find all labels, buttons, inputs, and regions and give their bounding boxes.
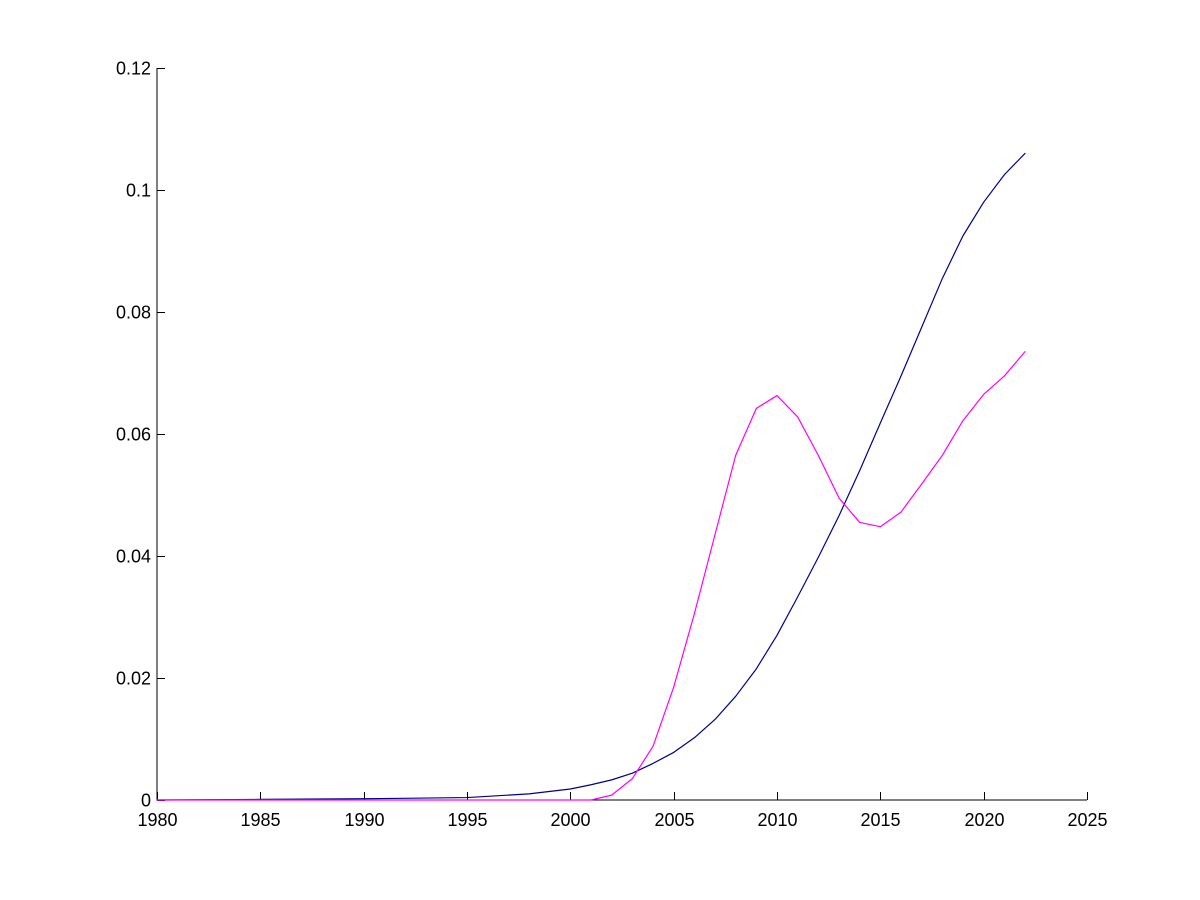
y-tick-label: 0.12 bbox=[116, 59, 151, 79]
x-tick-label: 2005 bbox=[654, 810, 694, 830]
y-tick-label: 0.1 bbox=[126, 181, 151, 201]
y-tick-label: 0.02 bbox=[116, 669, 151, 689]
y-tick-label: 0.04 bbox=[116, 547, 151, 567]
x-tick-label: 1990 bbox=[344, 810, 384, 830]
y-tick-label: 0 bbox=[141, 791, 151, 811]
series-layer bbox=[156, 152, 1026, 801]
x-tick-label: 1980 bbox=[137, 810, 177, 830]
series-line-2 bbox=[156, 351, 1026, 801]
x-tick-label: 2015 bbox=[860, 810, 900, 830]
x-tick-label: 1985 bbox=[240, 810, 280, 830]
series-line-1 bbox=[156, 152, 1026, 801]
x-tick-label: 2025 bbox=[1067, 810, 1107, 830]
y-tick-label: 0.08 bbox=[116, 303, 151, 323]
axes bbox=[156, 68, 1088, 801]
y-tick-label: 0.06 bbox=[116, 425, 151, 445]
x-tick-label: 2000 bbox=[550, 810, 590, 830]
x-tick-label: 2020 bbox=[964, 810, 1004, 830]
tick-labels: 1980 1985 1990 1995 2000 2005 2010 2015 2020 2025… bbox=[116, 59, 1108, 831]
x-tick-label: 2010 bbox=[757, 810, 797, 830]
x-tick-label: 1995 bbox=[447, 810, 487, 830]
